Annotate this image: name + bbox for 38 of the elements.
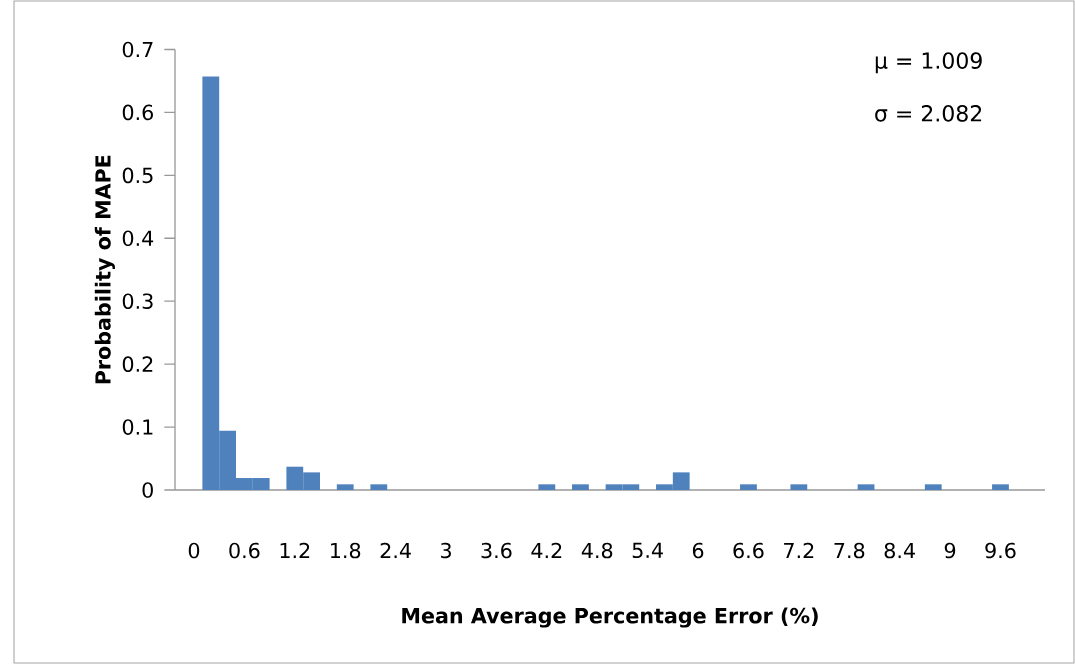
x-tick-label: 6.6 <box>733 542 764 559</box>
y-tick-label: 0.5 <box>122 167 153 184</box>
bar <box>538 484 556 490</box>
bar <box>370 484 388 490</box>
bar <box>924 484 942 490</box>
annotation: μ = 1.009 <box>875 52 982 74</box>
x-tick-label: 3 <box>441 542 451 559</box>
x-tick-label: 1.8 <box>331 542 361 559</box>
y-tick-label: 0.6 <box>122 104 153 121</box>
y-tick-label: 0 <box>142 482 153 498</box>
x-tick-label: 0 <box>188 542 200 559</box>
x-tick-label: 5.4 <box>632 542 663 559</box>
x-tick-label: 4.2 <box>531 542 562 559</box>
y-tick-label: 0.2 <box>122 356 153 372</box>
bar <box>572 484 589 490</box>
x-tick-label: 0.6 <box>229 542 260 559</box>
x-tick-label: 6 <box>692 542 704 559</box>
y-axis-title: Probability of MAPE <box>94 155 115 384</box>
y-tick-label: 0.3 <box>122 293 153 310</box>
y-tick-label: 0.7 <box>122 41 153 58</box>
x-tick-label: 7.2 <box>784 542 814 559</box>
x-tick-label: 9 <box>944 542 956 559</box>
annotation: σ = 2.082 <box>875 105 982 122</box>
bar <box>790 484 808 490</box>
y-tick-label: 0.4 <box>122 230 154 247</box>
x-axis-title: Mean Average Percentage Error (%) <box>402 607 818 628</box>
x-tick-label: 7.8 <box>834 542 865 559</box>
x-tick-label: 8.4 <box>884 542 915 559</box>
x-tick-label: 3.6 <box>481 542 512 559</box>
x-tick-label: 1.2 <box>280 542 310 559</box>
bar <box>336 484 354 490</box>
bar <box>857 484 875 490</box>
x-tick-label: 9.6 <box>985 542 1016 559</box>
x-tick-label: 2.4 <box>380 542 411 559</box>
x-tick-label: 4.8 <box>581 542 613 559</box>
y-tick-label: 0.1 <box>122 419 153 435</box>
bar <box>740 484 757 490</box>
bar <box>992 484 1009 490</box>
